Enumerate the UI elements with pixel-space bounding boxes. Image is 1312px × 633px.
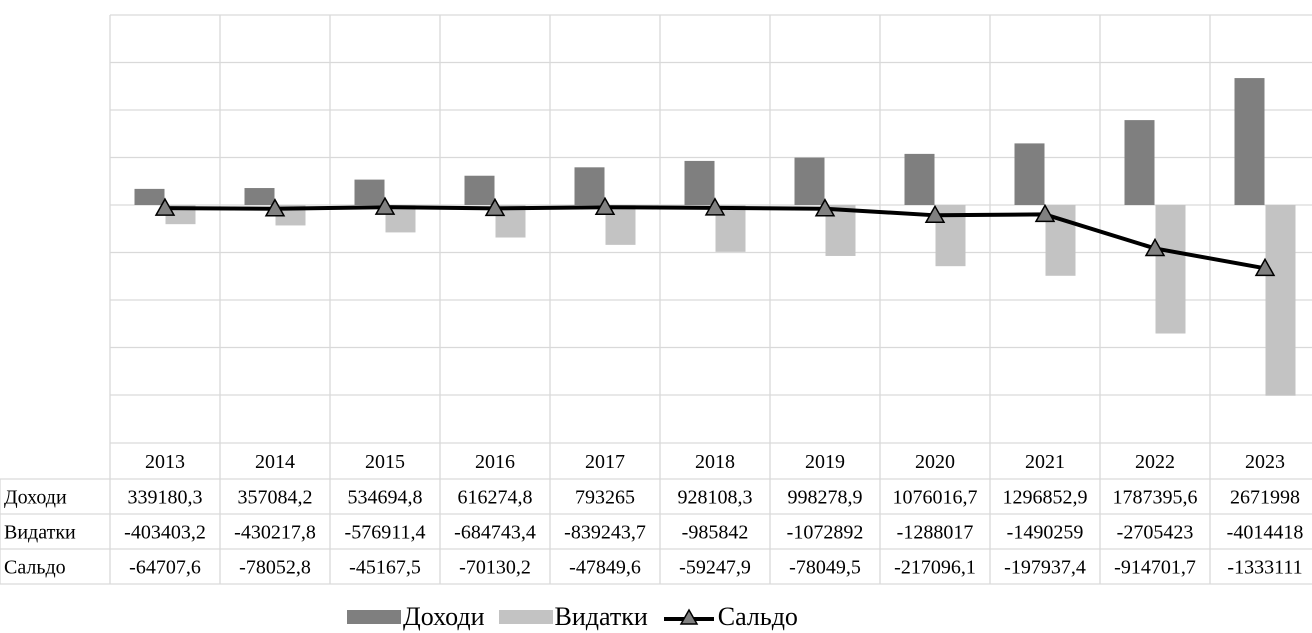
table-row-label: Сальдо bbox=[4, 557, 66, 579]
table-row-label: Доходи bbox=[4, 487, 67, 509]
table-cell: -78052,8 bbox=[239, 557, 311, 579]
balance-marker bbox=[374, 196, 396, 215]
legend: Доходи Видатки Сальдо bbox=[0, 600, 1312, 633]
balance-marker bbox=[924, 204, 946, 224]
balance-line bbox=[154, 196, 1276, 277]
table-cell: -78049,5 bbox=[789, 557, 861, 579]
table-cell: -64707,6 bbox=[129, 557, 201, 579]
table-cell: -576911,4 bbox=[345, 522, 426, 544]
bar-expense bbox=[1265, 205, 1296, 396]
bar-income bbox=[244, 188, 275, 205]
table-cell: -985842 bbox=[682, 522, 749, 544]
table-cell: -70130,2 bbox=[459, 557, 531, 579]
table-cell: 616274,8 bbox=[458, 487, 533, 509]
tick-label-x: 2015 bbox=[365, 451, 405, 473]
table-row-label: Видатки bbox=[4, 522, 76, 544]
table-cell: -839243,7 bbox=[564, 522, 646, 544]
bar-income bbox=[794, 157, 825, 205]
table-cell: 998278,9 bbox=[788, 487, 863, 509]
tick-label-x: 2023 bbox=[1245, 451, 1285, 473]
legend-item-income: Доходи bbox=[347, 602, 485, 632]
bar-income bbox=[1124, 120, 1155, 205]
income-swatch bbox=[347, 609, 401, 624]
balance-marker bbox=[484, 197, 506, 217]
table-cell: -1490259 bbox=[1007, 522, 1084, 544]
balance-marker bbox=[154, 197, 176, 216]
data-table: 2013 2014 2015 2016 2017 2018 2019 2020 2021 2022… bbox=[0, 442, 1312, 585]
bar-income bbox=[134, 188, 165, 205]
balance-marker bbox=[264, 198, 286, 217]
table-cell: -1288017 bbox=[897, 522, 974, 544]
bar-income bbox=[574, 167, 605, 205]
table-cell: -4014418 bbox=[1227, 522, 1304, 544]
tick-label-x: 2019 bbox=[805, 451, 845, 473]
balance-marker bbox=[1144, 237, 1166, 257]
bar-income bbox=[464, 175, 495, 205]
legend-label-income: Доходи bbox=[403, 601, 485, 631]
legend-label-balance: Сальдо bbox=[717, 601, 798, 631]
tick-label-x: 2022 bbox=[1135, 451, 1175, 473]
table-cell: -403403,2 bbox=[124, 522, 206, 544]
table-cell: -59247,9 bbox=[679, 557, 751, 579]
legend-item-balance: Сальдо bbox=[662, 602, 798, 632]
table-cell: 1076016,7 bbox=[893, 487, 978, 509]
tick-label-x: 2018 bbox=[695, 451, 735, 473]
balance-marker bbox=[814, 198, 836, 217]
balance-marker bbox=[1254, 257, 1276, 277]
balance-marker bbox=[704, 197, 726, 216]
bar-income bbox=[354, 179, 385, 205]
table-cell: 357084,2 bbox=[238, 487, 313, 509]
table-cell: 928108,3 bbox=[678, 487, 753, 509]
expense-swatch bbox=[498, 609, 553, 624]
bars bbox=[134, 78, 1296, 396]
tick-label-x: 2017 bbox=[585, 451, 625, 473]
bar-expense bbox=[1155, 205, 1186, 334]
grid bbox=[109, 14, 1312, 443]
tick-label-x: 2016 bbox=[475, 451, 515, 473]
table-cell: -1072892 bbox=[787, 522, 864, 544]
table-cell: -217096,1 bbox=[894, 557, 976, 579]
tick-label-x: 2014 bbox=[255, 451, 295, 473]
table-cell: -197937,4 bbox=[1004, 557, 1086, 579]
table-cell: 534694,8 bbox=[348, 487, 423, 509]
table-cell: 2671998 bbox=[1230, 487, 1300, 509]
table-cell: -914701,7 bbox=[1114, 557, 1196, 579]
table-cell: -684743,4 bbox=[454, 522, 536, 544]
tick-label-x: 2013 bbox=[145, 451, 185, 473]
table-cell: 1296852,9 bbox=[1003, 487, 1088, 509]
balance-marker bbox=[1034, 203, 1056, 223]
table-cell: -45167,5 bbox=[349, 557, 421, 579]
table-cell: -430217,8 bbox=[234, 522, 316, 544]
bar-income bbox=[1014, 143, 1045, 205]
bar-income bbox=[684, 160, 715, 205]
table-cell: 1787395,6 bbox=[1113, 487, 1198, 509]
table-cell: -47849,6 bbox=[569, 557, 641, 579]
chart: 2013 2014 2015 2016 2017 2018 2019 2020 2021 2022… bbox=[0, 14, 1312, 585]
table-cell: 339180,3 bbox=[128, 487, 203, 509]
bar-income bbox=[904, 153, 935, 205]
tick-label-x: 2020 bbox=[915, 451, 955, 473]
table-cell: -1333111 bbox=[1227, 557, 1302, 579]
balance-marker bbox=[594, 196, 616, 216]
tick-label-x: 2021 bbox=[1025, 451, 1065, 473]
table-cell: -2705423 bbox=[1117, 522, 1194, 544]
legend-item-expense: Видатки bbox=[498, 601, 648, 632]
table-cell: 793265 bbox=[575, 487, 635, 509]
balance-line-key-icon bbox=[663, 607, 714, 625]
bar-income bbox=[1234, 78, 1265, 205]
legend-label-expense: Видатки bbox=[554, 601, 648, 631]
